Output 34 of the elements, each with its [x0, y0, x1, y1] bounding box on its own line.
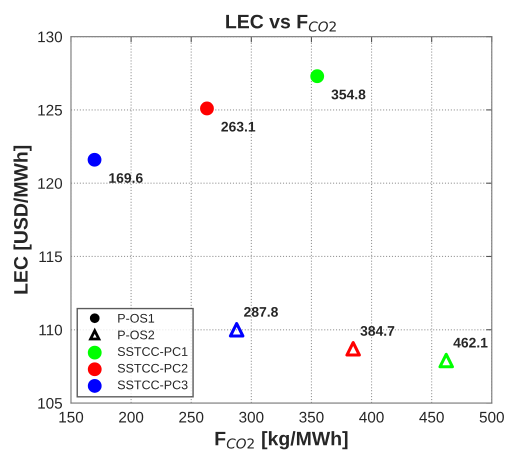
x-tick-label: 400 [359, 412, 384, 423]
x-tick-label: 250 [179, 412, 204, 423]
legend-label: SSTCC-PC2 [118, 364, 188, 373]
annotation: 263.1 [221, 122, 256, 132]
x-axis-title: F$_{CO2}$ [kg/MWh] [216, 431, 348, 450]
chart-title: LEC vs F$_{CO2}$ [226, 14, 336, 32]
y-tick-label: 120 [38, 178, 62, 189]
point [200, 102, 214, 116]
annotation: 354.8 [331, 90, 366, 100]
y-tick-label: 125 [38, 104, 62, 116]
x-tick-label: 150 [59, 412, 84, 423]
x-tick-label: 450 [419, 412, 444, 423]
legend-label: SSTCC-PC1 [118, 347, 188, 356]
annotation: 384.7 [360, 326, 394, 336]
point [228, 322, 244, 338]
x-tick-label: 200 [119, 412, 144, 423]
point [345, 341, 361, 357]
annotation: 287.8 [244, 306, 278, 317]
y-tick-label: 130 [38, 32, 62, 42]
annotation: 462.1 [453, 338, 488, 348]
annotation: 169.6 [109, 173, 143, 183]
y-tick-label: 110 [39, 324, 62, 336]
y-axis-title: LEC [USD/MWh] [13, 146, 32, 294]
point [438, 352, 454, 368]
x-tick-label: 300 [239, 412, 264, 423]
annotation: P-OS2 [118, 330, 154, 340]
point [310, 69, 324, 84]
x-tick-label: 500 [480, 412, 504, 423]
legend-label: SSTCC-PC3 [118, 380, 188, 390]
y-tick-label: 105 [38, 398, 62, 409]
y-tick-label: 115 [39, 252, 62, 262]
x-tick-label: 350 [299, 412, 324, 423]
point [88, 152, 102, 167]
annotation: P-OS1 [118, 314, 154, 323]
